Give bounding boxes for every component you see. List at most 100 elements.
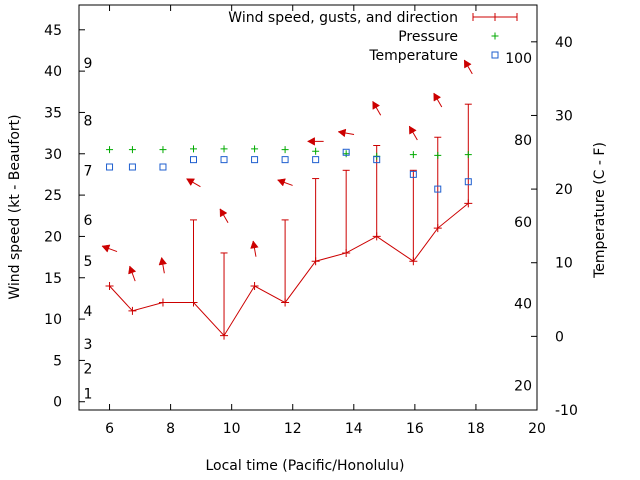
- pressure-point: [220, 145, 228, 153]
- beaufort-tick-label: 8: [84, 114, 93, 130]
- x-tick-label: 14: [345, 421, 363, 437]
- x-tick-label: 16: [406, 421, 424, 437]
- beaufort-tick-label: 1: [84, 386, 93, 402]
- wind-direction-arrow: [219, 208, 228, 218]
- temperature-point: [373, 156, 381, 164]
- temperature-point: [464, 178, 472, 186]
- temperature-point: [312, 156, 320, 164]
- legend-label-temperature: Temperature: [368, 48, 458, 64]
- y-tick-label-left: 20: [44, 229, 62, 245]
- y-tick-label-right-fahrenheit: 100: [505, 51, 532, 67]
- y-tick-label-right-celsius: 0: [555, 329, 564, 345]
- beaufort-tick-label: 5: [84, 254, 93, 270]
- y-axis-label-right: Temperature (C - F): [592, 142, 608, 279]
- y-tick-label-left: 40: [44, 64, 62, 80]
- pressure-point: [281, 146, 289, 154]
- pressure-point: [342, 150, 350, 158]
- legend-marker-pressure: [491, 32, 499, 40]
- pressure-point: [106, 146, 114, 154]
- temperature-point: [128, 163, 136, 171]
- wind-direction-arrow: [409, 125, 417, 135]
- temperature-point: [434, 185, 442, 193]
- x-tick-label: 8: [166, 421, 175, 437]
- wind-direction-arrow: [101, 244, 111, 253]
- y-tick-label-left: 15: [44, 271, 62, 287]
- wind-speed-point: [128, 306, 137, 315]
- y-tick-label-left: 25: [44, 188, 62, 204]
- y-tick-label-right-celsius: 20: [555, 182, 573, 198]
- wind-speed-point: [105, 282, 114, 291]
- legend-marker-wind: [472, 13, 518, 21]
- temperature-point: [409, 170, 417, 178]
- wind-direction-arrow: [277, 178, 286, 187]
- y-tick-label-right-fahrenheit: 40: [514, 297, 532, 313]
- x-tick-label: 20: [528, 421, 546, 437]
- wind-direction-arrow: [250, 240, 259, 249]
- y-tick-label-left: 10: [44, 312, 62, 328]
- legend: Wind speed, gusts, and direction Pressur…: [228, 10, 518, 64]
- beaufort-tick-label: 4: [84, 304, 93, 320]
- x-tick-label: 10: [223, 421, 241, 437]
- wind-direction-arrow: [372, 100, 381, 110]
- wind-speed-point: [250, 282, 259, 291]
- axes-layer: 6 8 10 12 14 16 18 2005101520253035404512345678…: [44, 5, 578, 437]
- y-tick-label-right-fahrenheit: 80: [514, 133, 532, 149]
- temperature-point: [342, 148, 350, 156]
- legend-label-wind: Wind speed, gusts, and direction: [228, 10, 458, 26]
- legend-label-pressure: Pressure: [398, 29, 458, 45]
- pressure-point: [434, 151, 442, 159]
- wind-speed-point: [281, 298, 290, 307]
- wind-speed-point: [342, 248, 351, 257]
- series-layer: [101, 59, 473, 340]
- temperature-point: [281, 156, 289, 164]
- x-tick-label: 18: [467, 421, 485, 437]
- y-tick-label-left: 30: [44, 147, 62, 163]
- wind-direction-arrow: [433, 92, 442, 102]
- wind-speed-point: [464, 199, 473, 208]
- temperature-point: [220, 156, 228, 164]
- beaufort-tick-label: 6: [84, 213, 93, 229]
- pressure-point: [128, 146, 136, 154]
- beaufort-tick-label: 7: [84, 163, 93, 179]
- temperature-point: [106, 163, 114, 171]
- temperature-point: [190, 156, 197, 164]
- y-tick-label-left: 35: [44, 105, 62, 121]
- temperature-point: [159, 163, 167, 171]
- legend-temperature-square: [491, 51, 499, 59]
- wind-speed-point: [433, 224, 442, 233]
- wind-direction-arrow: [464, 59, 472, 69]
- y-tick-label-right-celsius: 40: [555, 35, 573, 51]
- y-tick-label-right-celsius: 10: [555, 256, 573, 272]
- beaufort-tick-label: 3: [84, 337, 93, 353]
- legend-marker-temperature: [491, 51, 499, 59]
- plot-frame: [78, 4, 538, 411]
- wind-speed-point: [409, 257, 418, 266]
- wind-speed-point: [311, 257, 320, 266]
- x-tick-label: 6: [105, 421, 114, 437]
- wind-speed-point: [158, 298, 167, 307]
- x-tick-label: 12: [284, 421, 302, 437]
- y-axis-label-left: Wind speed (kt - Beaufort): [7, 114, 23, 299]
- wind-direction-arrow: [186, 178, 195, 187]
- y-tick-label-right-fahrenheit: 20: [514, 378, 532, 394]
- pressure-point: [464, 151, 472, 159]
- beaufort-tick-label: 2: [84, 362, 93, 378]
- y-tick-label-right-celsius: 30: [555, 108, 573, 124]
- wind-speed-point: [372, 232, 381, 241]
- y-tick-label-right-celsius: -10: [555, 403, 578, 419]
- wind-direction-arrow: [158, 256, 168, 266]
- wind-direction-arrow: [128, 265, 137, 275]
- beaufort-tick-label: 9: [84, 56, 93, 72]
- x-axis-label: Local time (Pacific/Honolulu): [205, 458, 404, 474]
- wind-direction-arrow: [307, 137, 315, 146]
- pressure-point: [312, 147, 320, 155]
- y-tick-label-left: 5: [53, 353, 62, 369]
- wind-speed-point: [220, 331, 229, 340]
- wind-speed-point: [189, 298, 198, 307]
- pressure-point: [190, 145, 197, 153]
- y-tick-label-right-fahrenheit: 60: [514, 215, 532, 231]
- y-tick-label-left: 45: [44, 23, 62, 39]
- pressure-point: [159, 146, 167, 154]
- wind-direction-arrow: [337, 128, 347, 138]
